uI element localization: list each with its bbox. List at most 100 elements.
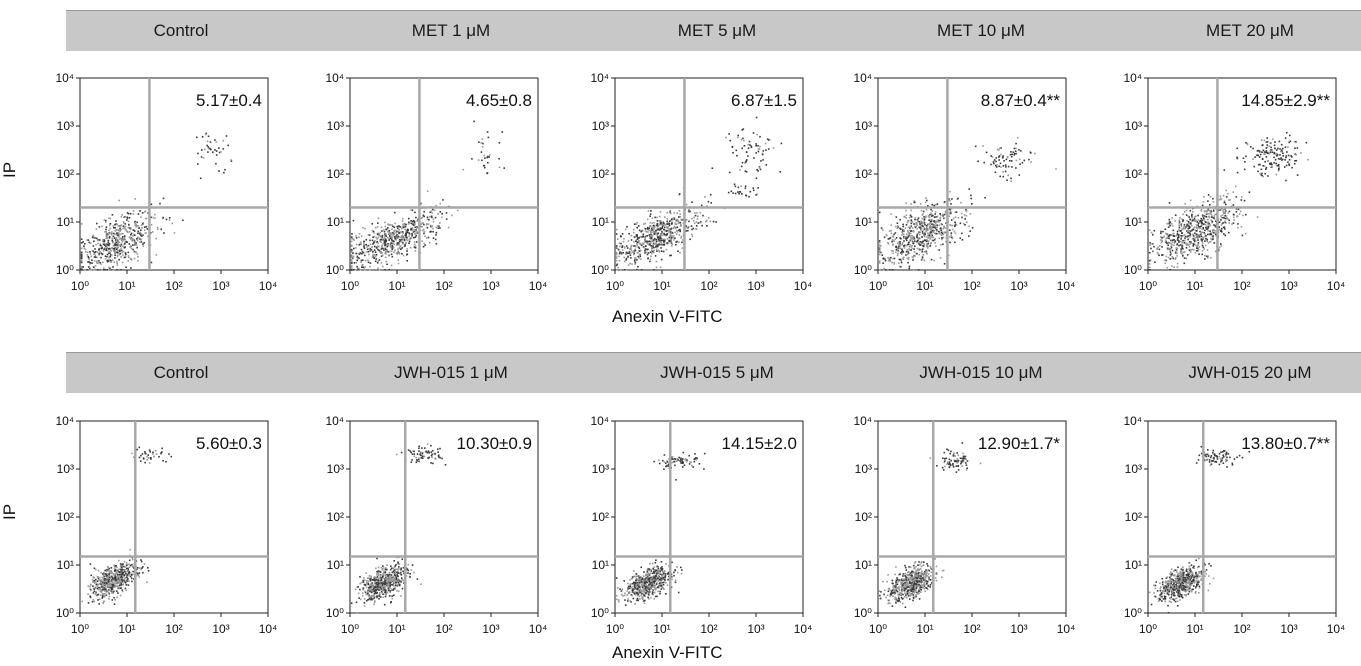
data-point [212,151,214,153]
data-point [414,226,417,228]
data-point [647,257,649,259]
data-point [670,236,672,239]
data-point [648,240,651,242]
data-point [386,583,389,585]
data-point [1265,168,1267,170]
data-point [385,583,387,585]
data-point [1193,243,1196,246]
data-point [1212,229,1214,231]
data-point [1241,234,1244,237]
data-point [387,578,389,581]
data-point [383,230,386,233]
data-point [393,232,395,234]
data-point [127,569,129,572]
data-point [1215,250,1217,253]
data-point [381,569,384,571]
data-point [656,245,659,248]
data-point [664,229,666,232]
data-point [699,212,702,214]
data-point [433,453,435,455]
data-point [640,566,642,569]
data-point [682,218,685,221]
data-point [376,238,378,240]
data-point [654,588,657,590]
y-tick-label: 10¹ [57,215,74,229]
data-point [1196,221,1199,223]
data-point [1245,232,1247,235]
data-point [108,266,110,269]
data-point [378,592,381,594]
data-point [1185,242,1188,245]
data-point [1171,223,1173,225]
data-point [923,218,926,221]
data-point [352,269,355,271]
data-point [110,584,112,586]
data-point [893,233,895,236]
data-point [160,453,162,455]
data-point [671,222,674,224]
data-point [97,583,99,586]
data-point [121,564,124,567]
data-point [397,562,399,564]
data-point [406,236,408,239]
data-point [120,569,122,571]
data-point [688,211,690,213]
data-point [920,227,923,230]
data-point [647,210,650,212]
quadrant-percentage: 5.17±0.4 [196,91,262,110]
data-point [639,589,641,592]
data-point [1161,239,1163,242]
data-point [107,573,109,576]
data-point [630,248,632,250]
data-point [86,239,88,241]
data-point [90,589,92,592]
data-point [1287,146,1289,148]
data-point [640,249,642,252]
data-point [884,258,886,260]
data-point [983,161,985,164]
data-point [1192,233,1194,236]
data-point [122,232,124,235]
data-point [113,579,116,582]
data-point [370,587,372,589]
data-point [390,574,393,576]
data-point [120,237,122,240]
data-point [140,232,143,235]
data-point [679,228,681,231]
data-point [941,237,944,240]
data-point [148,208,150,210]
data-point [1190,223,1192,225]
x-tick-label: 10⁰ [71,622,89,636]
data-point [942,236,945,239]
data-point [412,231,414,234]
data-point [386,582,388,585]
data-point [909,227,911,229]
data-point [892,252,894,255]
data-point [375,583,378,586]
data-point [107,591,110,594]
data-point [170,455,173,458]
data-point [408,238,411,240]
data-point [660,233,662,236]
data-point [113,596,115,599]
data-point [635,223,637,225]
data-point [747,155,749,157]
data-point [657,243,660,246]
data-point [938,230,941,233]
data-point [1015,159,1018,162]
data-point [1193,239,1195,241]
data-point [651,579,654,581]
y-tick-label: 10² [592,167,609,181]
data-point [668,236,671,239]
data-point [637,594,639,597]
data-point [1215,207,1217,210]
data-point [1185,257,1187,260]
data-point [1168,235,1171,237]
data-point [373,597,376,599]
data-point [1217,219,1219,222]
data-point [398,229,400,231]
data-point [141,235,143,237]
quadrant-percentage: 5.60±0.3 [196,434,262,453]
data-point [432,237,435,239]
data-point [113,585,116,588]
